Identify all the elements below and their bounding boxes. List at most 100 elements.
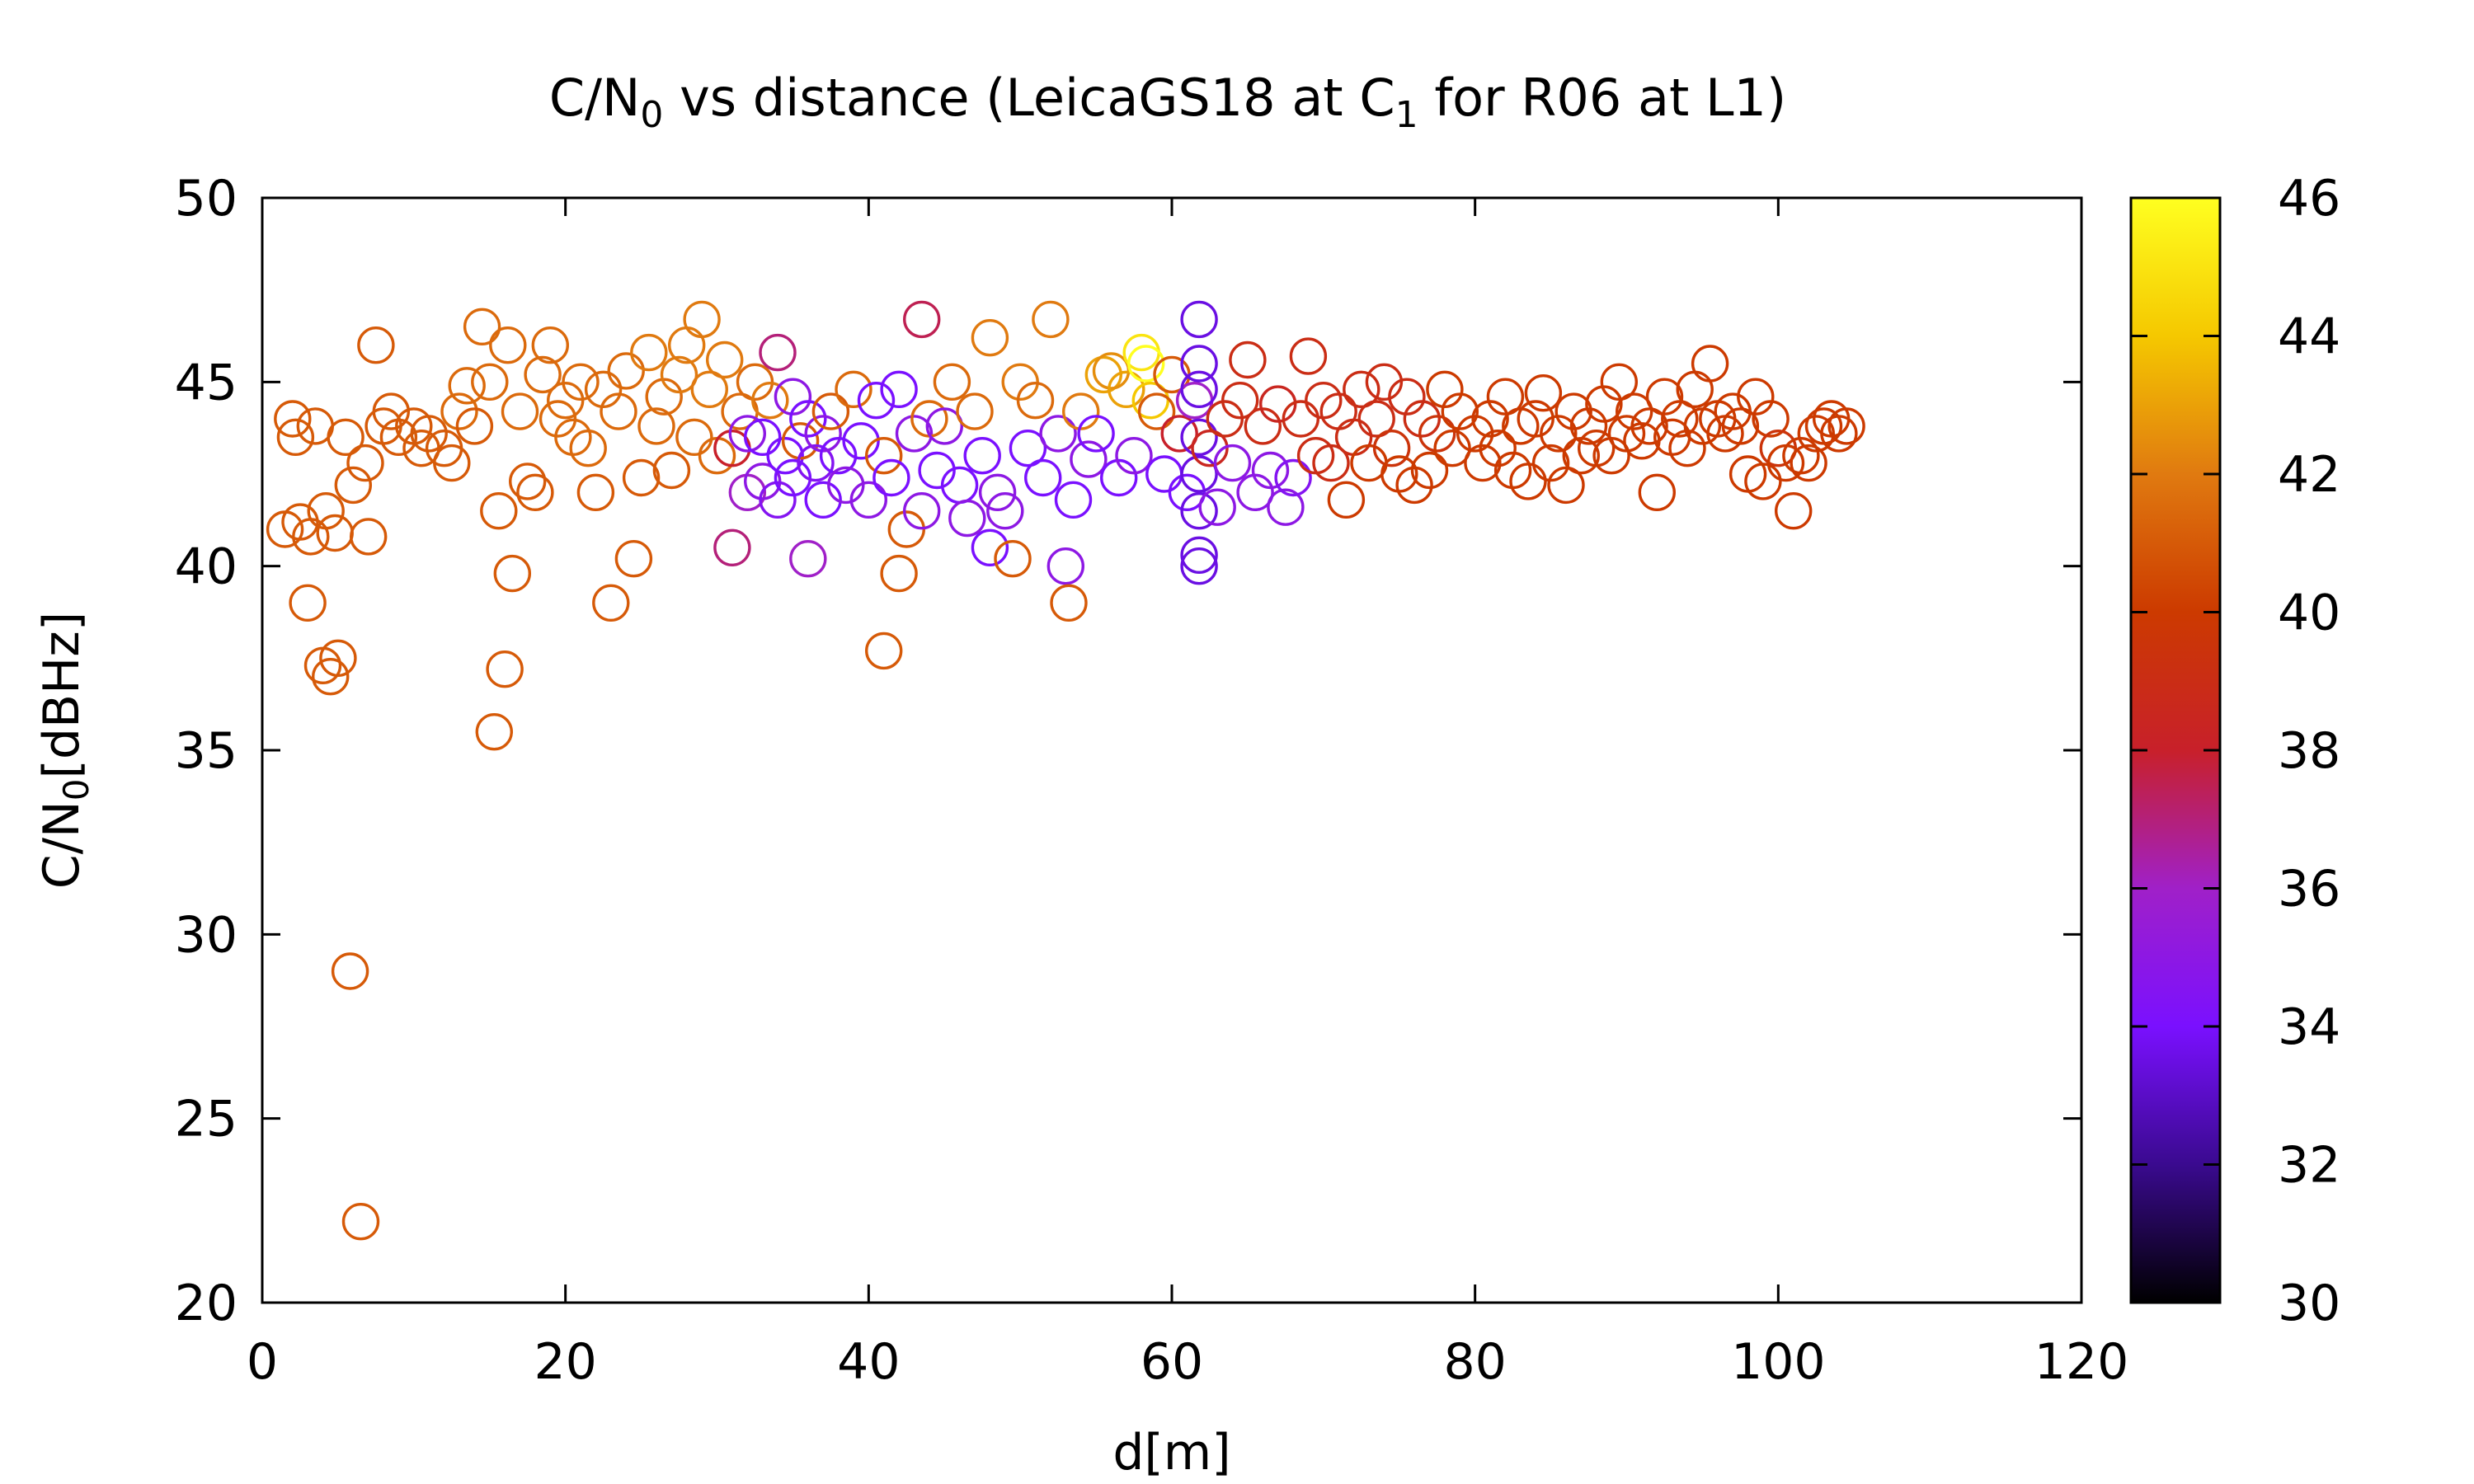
data-point bbox=[274, 400, 312, 438]
data-point bbox=[1274, 458, 1312, 497]
data-point bbox=[819, 437, 858, 475]
data-point bbox=[312, 658, 350, 696]
data-point bbox=[1418, 415, 1456, 453]
data-point bbox=[1061, 392, 1100, 430]
y-tick-label: 30 bbox=[175, 906, 238, 964]
data-point bbox=[276, 418, 315, 456]
data-point bbox=[372, 392, 410, 430]
data-point bbox=[1047, 547, 1085, 585]
data-point bbox=[857, 382, 896, 420]
data-point bbox=[1517, 400, 1554, 438]
data-point bbox=[1251, 451, 1290, 490]
x-tick-label: 120 bbox=[2034, 1333, 2129, 1391]
data-point bbox=[683, 300, 721, 339]
data-point bbox=[948, 499, 986, 538]
data-point bbox=[1752, 400, 1790, 438]
data-point bbox=[341, 1202, 380, 1241]
data-point bbox=[675, 418, 713, 456]
data-point bbox=[501, 392, 539, 430]
data-point bbox=[600, 392, 637, 430]
data-point bbox=[357, 326, 395, 364]
data-point bbox=[1797, 415, 1836, 453]
data-point bbox=[1554, 392, 1592, 430]
data-point bbox=[475, 713, 513, 751]
data-point bbox=[1774, 492, 1813, 530]
data-point bbox=[864, 632, 903, 670]
colorbar-tick-label: 36 bbox=[2278, 861, 2340, 918]
y-tick-label: 40 bbox=[175, 538, 238, 596]
data-point bbox=[1600, 363, 1639, 401]
x-tick-label: 20 bbox=[534, 1333, 596, 1391]
title-sub: 0 bbox=[640, 94, 663, 136]
data-point bbox=[652, 451, 691, 490]
data-points bbox=[266, 300, 1865, 1241]
data-point bbox=[1160, 415, 1198, 453]
data-point bbox=[811, 392, 850, 430]
data-point bbox=[728, 473, 766, 511]
data-point bbox=[1145, 455, 1183, 493]
data-point bbox=[1471, 400, 1509, 438]
data-point bbox=[1180, 370, 1218, 408]
data-point bbox=[1229, 340, 1267, 379]
data-point bbox=[327, 418, 365, 456]
data-point bbox=[637, 407, 675, 445]
data-point bbox=[1479, 430, 1517, 467]
colorbar-tick-label: 38 bbox=[2278, 722, 2340, 780]
data-point bbox=[1827, 407, 1865, 445]
data-point bbox=[978, 473, 1017, 511]
x-tick-label: 0 bbox=[247, 1333, 278, 1391]
data-point bbox=[1630, 407, 1668, 445]
data-point bbox=[410, 415, 448, 453]
data-point bbox=[463, 308, 501, 345]
data-point bbox=[880, 554, 918, 593]
data-point bbox=[751, 382, 789, 420]
data-point bbox=[1191, 430, 1229, 467]
title-base: C/N bbox=[549, 68, 641, 128]
ylabel-sub: 0 bbox=[56, 778, 96, 801]
data-point bbox=[774, 378, 812, 416]
data-point bbox=[1661, 400, 1699, 438]
data-point bbox=[1691, 345, 1729, 383]
data-point bbox=[1258, 385, 1297, 423]
data-point bbox=[925, 407, 964, 445]
data-point bbox=[789, 400, 827, 438]
y-tick-label: 25 bbox=[175, 1091, 238, 1148]
data-point bbox=[455, 407, 494, 445]
data-point bbox=[1395, 466, 1433, 505]
data-point bbox=[1547, 466, 1585, 505]
data-point bbox=[994, 540, 1032, 578]
data-point bbox=[1638, 473, 1677, 511]
data-point bbox=[1221, 382, 1259, 420]
data-point bbox=[531, 326, 569, 364]
data-point bbox=[584, 370, 623, 408]
data-point bbox=[1077, 415, 1115, 453]
data-point bbox=[350, 518, 388, 556]
data-point bbox=[1426, 370, 1464, 408]
data-point bbox=[1099, 458, 1138, 497]
data-point bbox=[1403, 400, 1442, 438]
data-point bbox=[1282, 400, 1320, 438]
data-point bbox=[774, 458, 812, 497]
data-point bbox=[1180, 300, 1218, 339]
title-sub2: 1 bbox=[1395, 94, 1418, 136]
data-point bbox=[569, 430, 607, 467]
data-point bbox=[480, 492, 518, 530]
data-point bbox=[489, 326, 527, 364]
data-point bbox=[1531, 444, 1570, 482]
data-point bbox=[448, 367, 486, 405]
data-point bbox=[660, 355, 698, 394]
x-axis-label: d[m] bbox=[1112, 1424, 1230, 1482]
data-point bbox=[1410, 451, 1449, 490]
data-point bbox=[1305, 382, 1343, 420]
data-point bbox=[1009, 430, 1047, 467]
data-point bbox=[1244, 407, 1282, 445]
data-point bbox=[471, 363, 509, 401]
data-point bbox=[1180, 536, 1218, 574]
data-point bbox=[1509, 463, 1547, 500]
x-tick-label: 60 bbox=[1141, 1333, 1203, 1391]
data-point bbox=[1016, 382, 1055, 420]
data-point bbox=[524, 355, 562, 394]
data-point bbox=[307, 492, 345, 530]
data-point bbox=[1126, 345, 1165, 383]
data-point bbox=[1592, 437, 1630, 475]
